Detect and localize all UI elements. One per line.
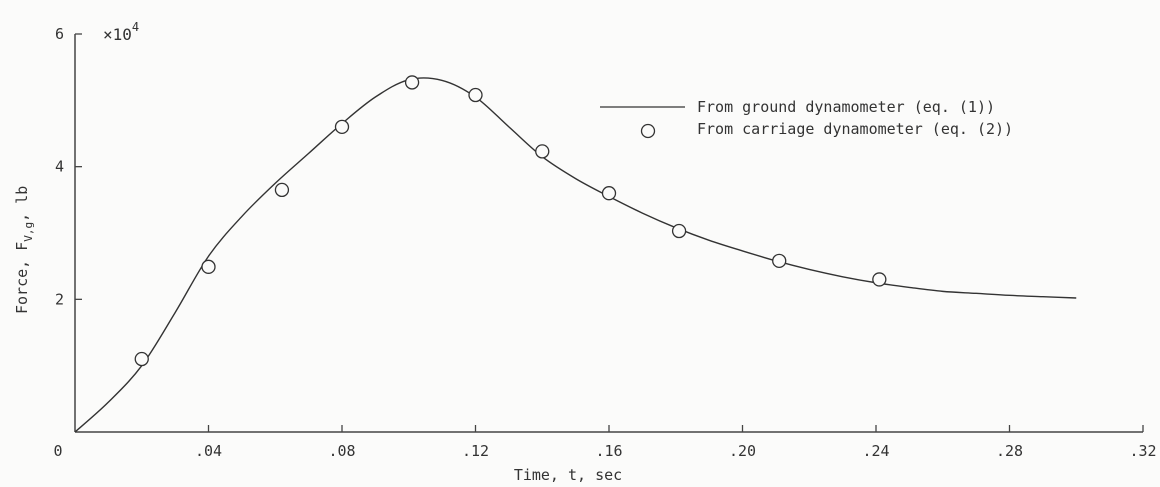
data-point-carriage-dynamometer (601, 186, 617, 201)
legend-label-ground: From ground dynamometer (eq. (1)) (697, 98, 995, 116)
x-tick-label: .04 (195, 442, 222, 460)
x-tick-label: .28 (996, 442, 1023, 460)
y-multiplier-label: ×104 (103, 20, 139, 44)
x-tick-label: .12 (462, 442, 489, 460)
x-tick-label: .24 (862, 442, 889, 460)
y-multiplier-exponent: 4 (132, 20, 139, 34)
y-tick-label: 4 (55, 158, 64, 176)
y-axis-label-unit: , lb (13, 186, 31, 222)
legend-marker-swatch (640, 123, 656, 139)
y-tick-label: 6 (55, 25, 64, 43)
y-tick-label: 2 (55, 290, 64, 308)
y-multiplier-base: ×10 (103, 25, 132, 44)
data-point-carriage-dynamometer (872, 272, 887, 287)
data-point-carriage-dynamometer (468, 87, 483, 103)
y-axis-label-sub: V,g (22, 222, 35, 242)
x-tick-label: .08 (328, 442, 355, 460)
legend: From ground dynamometer (eq. (1)) From c… (600, 98, 1013, 139)
legend-label-carriage: From carriage dynamometer (eq. (2)) (697, 120, 1013, 138)
data-point-carriage-dynamometer (671, 223, 687, 239)
data-point-carriage-dynamometer (334, 119, 350, 135)
data-point-carriage-dynamometer (404, 75, 420, 90)
x-axis-label: Time, t, sec (514, 466, 622, 484)
x-tick-label: .20 (729, 442, 756, 460)
data-point-carriage-dynamometer (535, 144, 550, 159)
data-point-carriage-dynamometer (134, 351, 149, 367)
y-axis-label-main: Force, F (13, 242, 31, 314)
series-line-ground-dynamometer (74, 77, 1077, 433)
data-point-carriage-dynamometer (772, 253, 787, 269)
x-tick-label: .32 (1129, 442, 1156, 460)
x-tick-label: 0 (53, 442, 62, 460)
y-axis-label: Force, FV,g, lb (13, 186, 35, 314)
data-point-carriage-dynamometer (274, 182, 290, 198)
x-tick-label: .16 (595, 442, 622, 460)
data-point-carriage-dynamometer (201, 259, 216, 274)
